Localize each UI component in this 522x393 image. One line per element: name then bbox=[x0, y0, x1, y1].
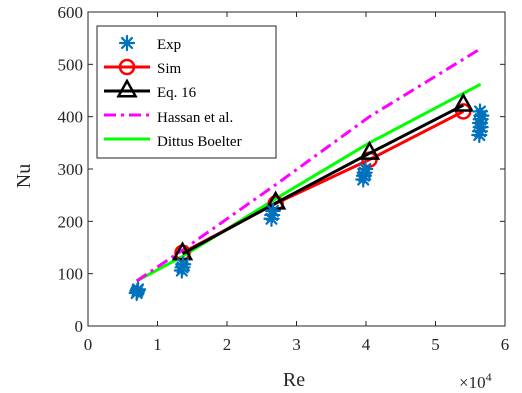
x-axis-multiplier-base: ×10 bbox=[459, 373, 486, 392]
series-exp-point bbox=[175, 256, 192, 273]
x-tick-label: 3 bbox=[292, 335, 301, 354]
x-tick-label: 2 bbox=[223, 335, 232, 354]
tick-labels: 0 1 2 3 4 5 6 0 100 200 300 400 500 600 bbox=[58, 3, 510, 354]
x-tick-label: 0 bbox=[84, 335, 93, 354]
legend-sample-sim-marker bbox=[118, 58, 136, 76]
series-exp-point bbox=[129, 281, 147, 298]
series-dittus-boelter-line bbox=[135, 82, 482, 283]
legend-entry-hassan: Hassan et al. bbox=[157, 110, 233, 126]
legend-entry-exp: Exp bbox=[157, 37, 181, 53]
series-eq-16-point bbox=[452, 92, 474, 112]
y-tick-label: 300 bbox=[58, 160, 84, 179]
legend-entry-dittus-boelter: Dittus Boelter bbox=[157, 134, 242, 150]
legend-samples bbox=[104, 34, 150, 141]
x-axis-multiplier-exponent: 4 bbox=[486, 370, 492, 384]
y-tick-label: 500 bbox=[58, 55, 84, 74]
legend-entry-sim: Sim bbox=[157, 61, 182, 77]
series-eq-16-point bbox=[358, 140, 381, 160]
series-exp-point bbox=[264, 202, 281, 219]
series-hassan-et-al-line bbox=[135, 47, 482, 283]
y-axis-label: Nu bbox=[13, 164, 35, 188]
legend-entry-eq16: Eq. 16 bbox=[157, 85, 197, 101]
series-exp-point bbox=[357, 160, 374, 178]
y-tick-label: 200 bbox=[58, 212, 84, 231]
legend-sample-eq-16-marker bbox=[116, 78, 138, 98]
x-tick-label: 1 bbox=[153, 335, 162, 354]
x-axis-multiplier: ×104 bbox=[459, 370, 492, 392]
y-tick-label: 0 bbox=[75, 317, 84, 336]
series-exp-point bbox=[471, 103, 489, 120]
legend: Exp Sim Eq. 16 Hassan et al. Dittus Boel… bbox=[96, 25, 277, 159]
plot-area bbox=[87, 11, 506, 327]
y-tick-label: 600 bbox=[58, 3, 84, 22]
x-tick-label: 5 bbox=[431, 335, 440, 354]
x-tick-label: 6 bbox=[501, 335, 510, 354]
y-tick-label: 400 bbox=[58, 108, 84, 127]
x-tick-label: 4 bbox=[362, 335, 371, 354]
series-eq-16-line bbox=[181, 103, 464, 256]
y-tick-label: 100 bbox=[58, 265, 84, 284]
legend-sample-exp bbox=[118, 34, 136, 52]
x-axis-label: Re bbox=[283, 369, 305, 391]
